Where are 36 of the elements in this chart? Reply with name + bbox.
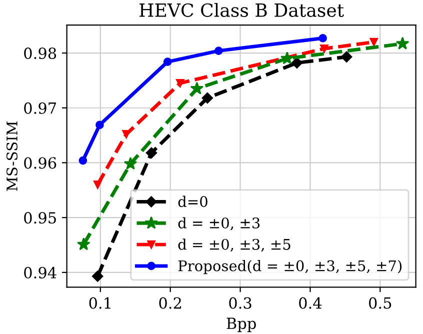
point: [370, 38, 378, 46]
y-tick-label: 0.97: [24, 102, 56, 114]
chart-title: HEVC Class B Dataset: [140, 2, 344, 17]
point: [318, 34, 327, 42]
x-tick-label: 0.3: [229, 297, 252, 309]
point: [96, 120, 104, 130]
point: [340, 51, 352, 62]
y-tick-label: 0.98: [24, 47, 56, 60]
point: [320, 44, 328, 53]
x-tick-label: 0.5: [369, 297, 392, 309]
point: [163, 58, 172, 66]
point: [93, 180, 102, 189]
point: [176, 79, 184, 88]
x-tick-label: 0.1: [89, 297, 110, 309]
point: [92, 270, 104, 282]
point: [202, 92, 214, 104]
point: [78, 156, 88, 165]
legend-label: d = ±0, ±3, ±5: [178, 238, 290, 252]
legend-label: Proposed(d = ±0, ±3, ±5, ±7): [178, 260, 402, 274]
y-tick-label: 0.96: [24, 157, 56, 169]
point: [396, 36, 410, 50]
y-tick-label: 0.94: [24, 266, 56, 278]
legend-label: d=0: [178, 196, 208, 208]
point: [76, 238, 90, 250]
point: [124, 156, 138, 170]
point: [214, 46, 223, 55]
x-tick-label: 0.4: [299, 297, 322, 309]
legend-label: d = ±0, ±3: [178, 217, 260, 230]
y-axis-title: MS-SSIM: [6, 121, 18, 191]
point: [280, 52, 294, 64]
x-axis-title: Bpp: [226, 318, 256, 332]
point: [190, 82, 204, 94]
y-tick-label: 0.95: [24, 212, 56, 224]
point: [291, 57, 303, 69]
point: [146, 147, 158, 158]
x-tick-label: 0.2: [159, 297, 181, 309]
